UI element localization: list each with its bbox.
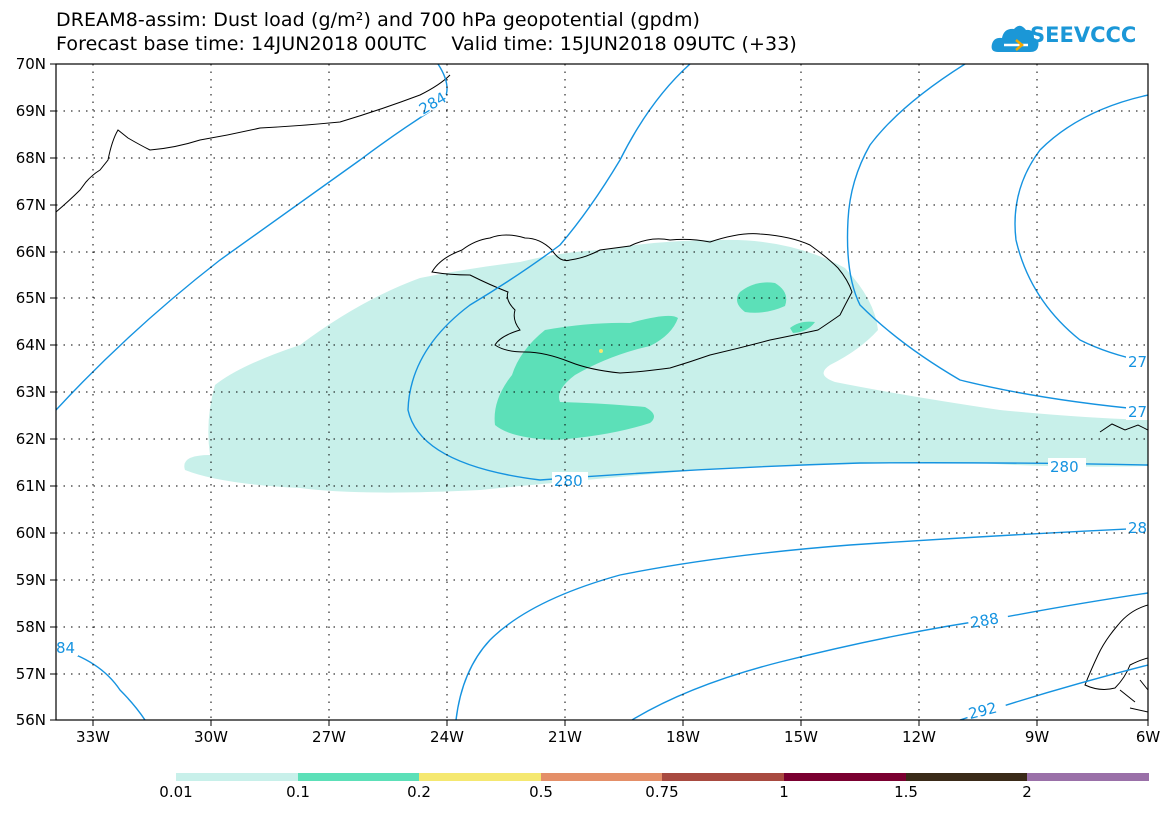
colorbar-segment bbox=[906, 773, 1027, 781]
axis-ticks bbox=[50, 63, 1149, 726]
lat-label: 58N bbox=[16, 618, 46, 636]
lat-label: 61N bbox=[16, 477, 46, 495]
contour-label: 280 bbox=[1050, 458, 1079, 476]
contour-label: 292 bbox=[967, 699, 999, 723]
contour-288 bbox=[631, 592, 1148, 720]
lat-label: 59N bbox=[16, 571, 46, 589]
contour-284-sw bbox=[56, 647, 146, 720]
longitude-labels: 33W 30W 27W 24W 21W 18W 15W 12W 9W 6W bbox=[76, 728, 1160, 746]
lon-label: 18W bbox=[666, 728, 700, 746]
coastline-faroe bbox=[1099, 423, 1148, 433]
contour-276-north bbox=[846, 64, 1148, 411]
coastline-layer bbox=[56, 74, 1148, 713]
map-subtitle: Forecast base time: 14JUN2018 00UTC Vali… bbox=[56, 33, 797, 55]
contour-label: 27 bbox=[1128, 403, 1147, 421]
dust-area-low bbox=[184, 239, 1148, 493]
logo-text: SEEVCCC bbox=[1030, 23, 1137, 47]
lat-label: 70N bbox=[16, 55, 46, 73]
lon-label: 27W bbox=[312, 728, 346, 746]
colorbar-segment bbox=[1027, 773, 1149, 781]
lat-label: 69N bbox=[16, 102, 46, 120]
colorbar-label: 0.5 bbox=[529, 783, 553, 801]
coastline-greenland bbox=[56, 74, 451, 213]
lat-label: 60N bbox=[16, 524, 46, 542]
lat-label: 67N bbox=[16, 196, 46, 214]
map-title: DREAM8-assim: Dust load (g/m²) and 700 h… bbox=[56, 9, 701, 31]
coastline-scotland-islands bbox=[1119, 679, 1148, 713]
contour-276-east bbox=[1014, 94, 1148, 363]
contour-labels: 284 280 280 27 27 28 288 292 84 bbox=[56, 85, 1148, 723]
lat-label: 64N bbox=[16, 336, 46, 354]
colorbar-label: 0.2 bbox=[407, 783, 431, 801]
latitude-labels: 70N 69N 68N 67N 66N 65N 64N 63N 62N 61N … bbox=[16, 55, 46, 729]
colorbar-label: 1 bbox=[779, 783, 789, 801]
contour-280 bbox=[407, 64, 1148, 481]
dust-area-high bbox=[599, 349, 603, 353]
colorbar-label: 0.01 bbox=[159, 783, 193, 801]
coastline-iceland bbox=[431, 233, 853, 374]
colorbar-segment bbox=[662, 773, 784, 781]
lat-label: 56N bbox=[16, 711, 46, 729]
contour-label: 28 bbox=[1128, 519, 1147, 537]
lon-label: 24W bbox=[430, 728, 464, 746]
colorbar-label: 2 bbox=[1022, 783, 1032, 801]
colorbar-label: 0.75 bbox=[645, 783, 679, 801]
contour-layer bbox=[56, 64, 1148, 720]
lat-label: 65N bbox=[16, 289, 46, 307]
colorbar-segment bbox=[541, 773, 662, 781]
dust-area-mid-3 bbox=[790, 321, 815, 333]
lon-label: 33W bbox=[76, 728, 110, 746]
coastline-scotland bbox=[1084, 604, 1148, 690]
colorbar-segment bbox=[298, 773, 419, 781]
cloud-logo-icon bbox=[991, 25, 1039, 52]
colorbar-label: 0.1 bbox=[286, 783, 310, 801]
lon-label: 6W bbox=[1136, 728, 1161, 746]
colorbar-segment bbox=[176, 773, 298, 781]
dust-area-mid-1 bbox=[494, 315, 678, 440]
lat-label: 68N bbox=[16, 149, 46, 167]
lat-label: 63N bbox=[16, 383, 46, 401]
colorbar-segment bbox=[784, 773, 906, 781]
lon-label: 21W bbox=[548, 728, 582, 746]
lon-label: 12W bbox=[902, 728, 936, 746]
lat-label: 66N bbox=[16, 243, 46, 261]
contour-label: 288 bbox=[969, 609, 1000, 632]
lat-label: 62N bbox=[16, 430, 46, 448]
colorbar-label: 1.5 bbox=[894, 783, 918, 801]
contour-label: 27 bbox=[1128, 353, 1147, 371]
lon-label: 9W bbox=[1025, 728, 1050, 746]
contour-label: 280 bbox=[554, 472, 583, 490]
lon-label: 15W bbox=[784, 728, 818, 746]
contour-label: 84 bbox=[56, 639, 75, 657]
lon-label: 30W bbox=[194, 728, 228, 746]
colorbar bbox=[176, 773, 1149, 781]
colorbar-segment bbox=[419, 773, 541, 781]
lat-label: 57N bbox=[16, 665, 46, 683]
contour-284-south bbox=[455, 527, 1148, 720]
